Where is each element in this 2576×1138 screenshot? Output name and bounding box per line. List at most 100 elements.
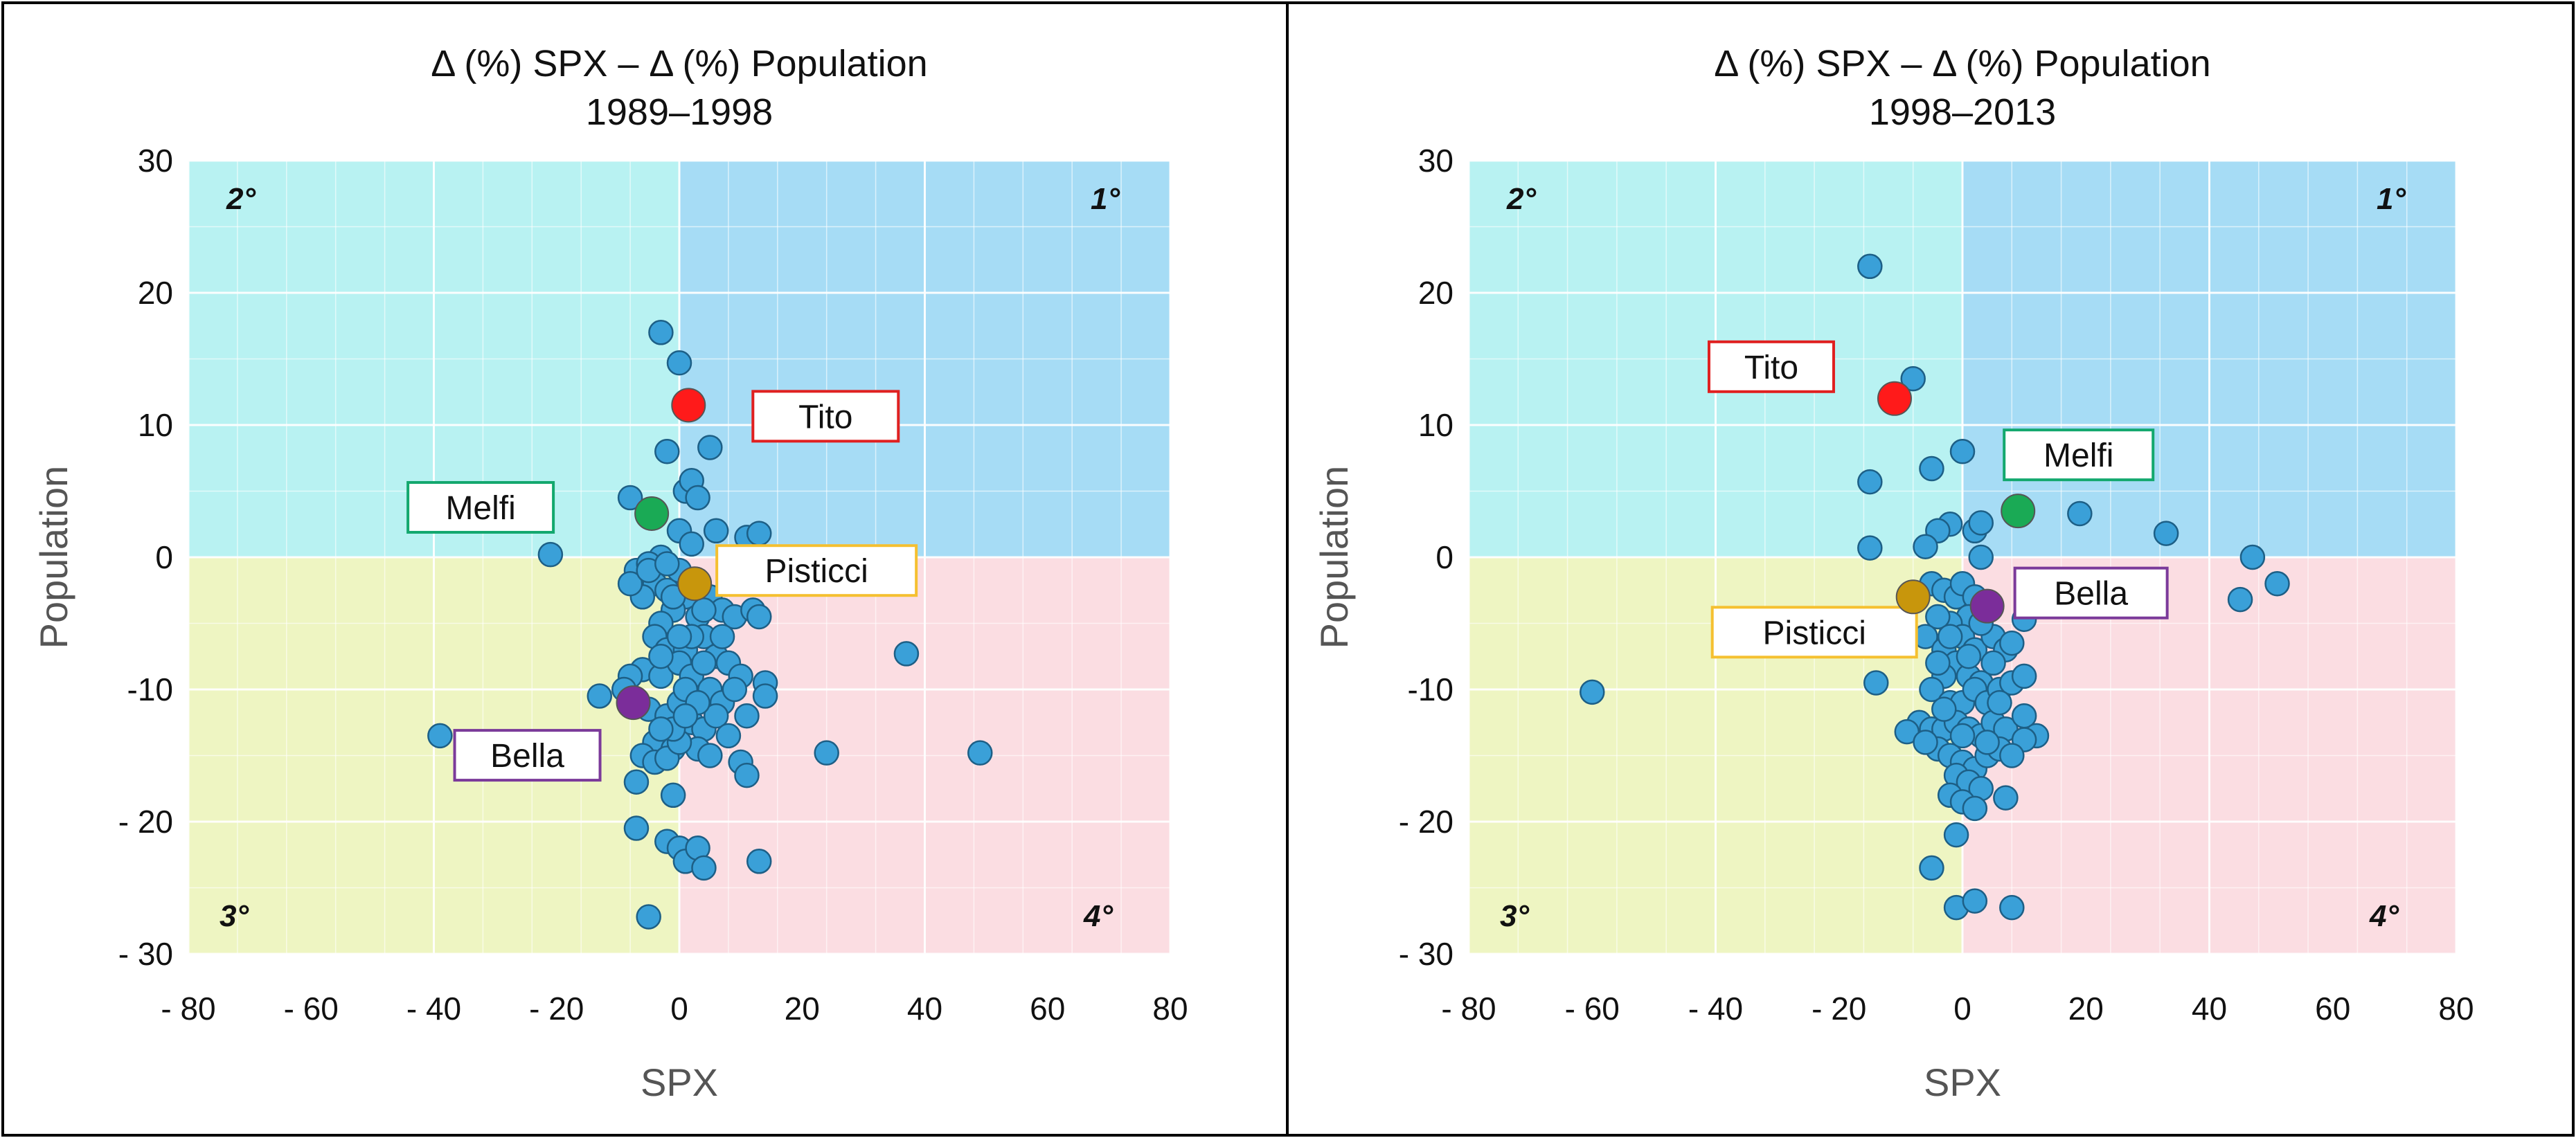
data-point <box>660 782 686 809</box>
data-point <box>1580 679 1605 705</box>
data-point <box>1968 544 1994 570</box>
quadrant-1-label: 1° <box>2377 182 2406 216</box>
data-point <box>648 716 674 742</box>
highlight-point-pisticci <box>1895 579 1931 615</box>
data-point <box>2011 663 2037 689</box>
label-melfi: Melfi <box>2043 437 2113 474</box>
data-point <box>1925 604 1951 630</box>
x-tick-label: 40 <box>907 991 942 1027</box>
data-point <box>2264 570 2290 597</box>
x-tick-label: - 20 <box>1812 991 1866 1027</box>
label-pisticci: Pisticci <box>764 553 868 590</box>
highlight-point-melfi <box>634 496 670 531</box>
x-tick-label: 60 <box>2315 991 2350 1027</box>
data-point <box>703 703 729 729</box>
data-point <box>715 723 742 749</box>
data-point <box>1857 253 1883 280</box>
data-point <box>648 644 674 669</box>
data-point <box>691 855 717 881</box>
data-point <box>654 438 680 464</box>
y-tick-label: - 30 <box>118 936 173 972</box>
data-point <box>1962 888 1988 914</box>
data-point <box>697 743 723 768</box>
data-point <box>967 740 993 766</box>
quadrant-2-label: 2° <box>1506 182 1536 216</box>
y-tick-label: 20 <box>138 275 173 311</box>
data-point <box>636 904 661 930</box>
y-tick-label: -10 <box>127 671 173 707</box>
data-point <box>746 604 772 630</box>
highlight-point-bella <box>1969 588 2005 624</box>
data-point <box>1974 730 2000 755</box>
data-point <box>1999 630 2025 656</box>
x-tick-label: - 40 <box>1688 991 1743 1027</box>
data-point <box>1857 535 1883 561</box>
x-tick-label: 80 <box>1152 991 1188 1027</box>
data-point <box>734 762 760 788</box>
data-point <box>722 676 748 703</box>
label-tito: Tito <box>1744 350 1798 386</box>
data-point <box>752 683 778 709</box>
data-point <box>709 624 735 649</box>
data-point <box>1913 534 1938 559</box>
label-box-tito <box>751 390 900 443</box>
highlight-point-pisticci <box>677 566 713 602</box>
data-point <box>587 683 613 709</box>
x-tick-label: - 20 <box>529 991 584 1027</box>
data-point <box>623 815 650 841</box>
data-point <box>2067 500 2093 527</box>
data-point <box>1900 365 1926 392</box>
x-tick-label: 0 <box>1953 991 1971 1027</box>
data-point <box>1949 438 1976 464</box>
data-point <box>1913 730 1938 755</box>
data-point <box>1857 469 1883 495</box>
data-point <box>1931 696 1957 722</box>
label-box-bella <box>2013 566 2169 620</box>
y-tick-label: 30 <box>138 143 173 179</box>
data-point <box>1919 455 1944 482</box>
y-tick-label: -10 <box>1408 671 1454 707</box>
data-point <box>814 740 839 766</box>
y-tick-label: 10 <box>1418 407 1454 443</box>
quadrant-3-label: 3° <box>1500 899 1529 933</box>
highlight-point-tito <box>671 388 706 423</box>
y-tick-label: 30 <box>1418 143 1454 179</box>
data-point <box>537 541 564 568</box>
data-point <box>679 531 704 557</box>
data-point <box>1919 855 1944 881</box>
y-axis-label: Population <box>1312 466 1356 649</box>
chart-panel-1989-1998: Δ (%) SPX – Δ (%) Population 1989–1998 - 8… <box>32 43 1188 1104</box>
data-point <box>617 570 643 597</box>
quadrant-1-label: 1° <box>1091 182 1120 216</box>
data-point <box>1962 795 1988 822</box>
data-point <box>734 703 760 729</box>
quadrant-4-label: 4° <box>1083 899 1113 933</box>
x-tick-label: 40 <box>2192 991 2227 1027</box>
x-tick-label: - 80 <box>161 991 215 1027</box>
y-tick-label: 10 <box>138 407 173 443</box>
label-box-pisticci <box>715 544 918 597</box>
data-point <box>623 769 650 795</box>
y-tick-label: 0 <box>1435 539 1454 575</box>
data-point <box>666 350 692 376</box>
x-tick-label: 60 <box>1030 991 1065 1027</box>
x-tick-label: 80 <box>2438 991 2474 1027</box>
label-pisticci: Pisticci <box>1763 615 1866 651</box>
data-point <box>1999 743 2025 768</box>
x-tick-label: 0 <box>670 991 688 1027</box>
label-bella: Bella <box>490 738 564 775</box>
y-tick-label: - 20 <box>118 804 173 840</box>
data-point <box>893 641 920 667</box>
x-axis-label: SPX <box>641 1060 718 1104</box>
data-point <box>654 551 680 577</box>
highlight-point-melfi <box>2001 494 2036 529</box>
chart-subtitle: 1989–1998 <box>586 91 773 133</box>
x-tick-label: 20 <box>2068 991 2104 1027</box>
data-point <box>1949 723 1976 749</box>
data-point <box>666 624 692 649</box>
data-point <box>691 650 717 676</box>
data-point <box>2153 521 2179 546</box>
label-melfi: Melfi <box>445 490 515 527</box>
data-point <box>617 485 643 511</box>
data-point <box>1937 624 1963 649</box>
